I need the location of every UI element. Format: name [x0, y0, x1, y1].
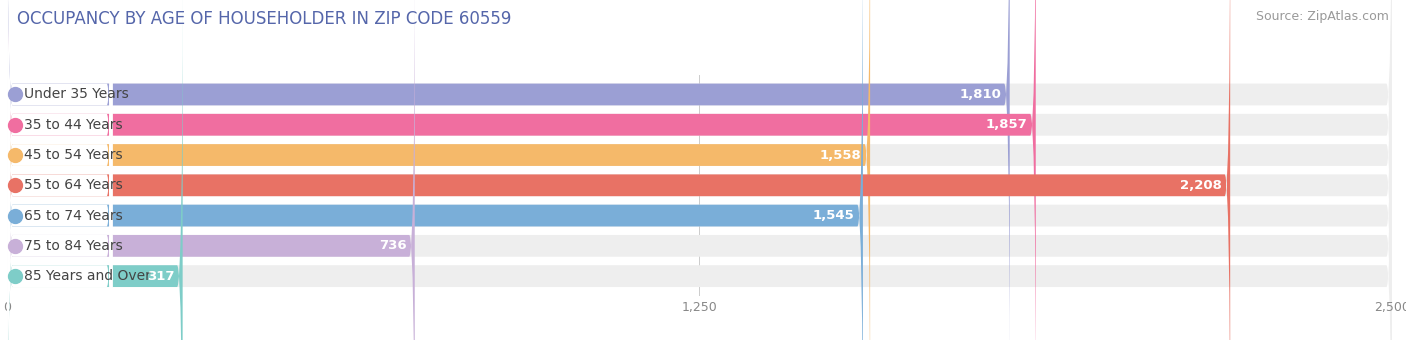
- FancyBboxPatch shape: [7, 0, 870, 340]
- FancyBboxPatch shape: [7, 0, 1392, 340]
- Text: 1,545: 1,545: [813, 209, 855, 222]
- FancyBboxPatch shape: [7, 0, 1036, 340]
- FancyBboxPatch shape: [7, 0, 1392, 340]
- FancyBboxPatch shape: [7, 0, 112, 340]
- Text: Under 35 Years: Under 35 Years: [24, 87, 128, 101]
- Text: Source: ZipAtlas.com: Source: ZipAtlas.com: [1256, 10, 1389, 23]
- Text: 1,558: 1,558: [820, 149, 862, 162]
- Text: 55 to 64 Years: 55 to 64 Years: [24, 178, 122, 192]
- FancyBboxPatch shape: [7, 0, 1230, 340]
- FancyBboxPatch shape: [7, 0, 1010, 340]
- FancyBboxPatch shape: [7, 0, 112, 340]
- FancyBboxPatch shape: [7, 0, 112, 340]
- Text: OCCUPANCY BY AGE OF HOUSEHOLDER IN ZIP CODE 60559: OCCUPANCY BY AGE OF HOUSEHOLDER IN ZIP C…: [17, 10, 512, 28]
- FancyBboxPatch shape: [7, 0, 1392, 340]
- Text: 317: 317: [146, 270, 174, 283]
- Text: 35 to 44 Years: 35 to 44 Years: [24, 118, 122, 132]
- FancyBboxPatch shape: [7, 0, 1392, 340]
- FancyBboxPatch shape: [7, 0, 112, 340]
- FancyBboxPatch shape: [7, 0, 1392, 340]
- FancyBboxPatch shape: [7, 0, 183, 340]
- Text: 1,810: 1,810: [959, 88, 1001, 101]
- Text: 45 to 54 Years: 45 to 54 Years: [24, 148, 122, 162]
- FancyBboxPatch shape: [7, 0, 863, 340]
- FancyBboxPatch shape: [7, 0, 415, 340]
- Text: 1,857: 1,857: [986, 118, 1028, 131]
- Text: 65 to 74 Years: 65 to 74 Years: [24, 208, 122, 223]
- Text: 85 Years and Over: 85 Years and Over: [24, 269, 150, 283]
- Text: 2,208: 2,208: [1180, 179, 1222, 192]
- FancyBboxPatch shape: [7, 0, 112, 340]
- Text: 75 to 84 Years: 75 to 84 Years: [24, 239, 122, 253]
- Text: 736: 736: [378, 239, 406, 252]
- FancyBboxPatch shape: [7, 0, 112, 340]
- FancyBboxPatch shape: [7, 0, 112, 340]
- FancyBboxPatch shape: [7, 0, 1392, 340]
- FancyBboxPatch shape: [7, 0, 1392, 340]
